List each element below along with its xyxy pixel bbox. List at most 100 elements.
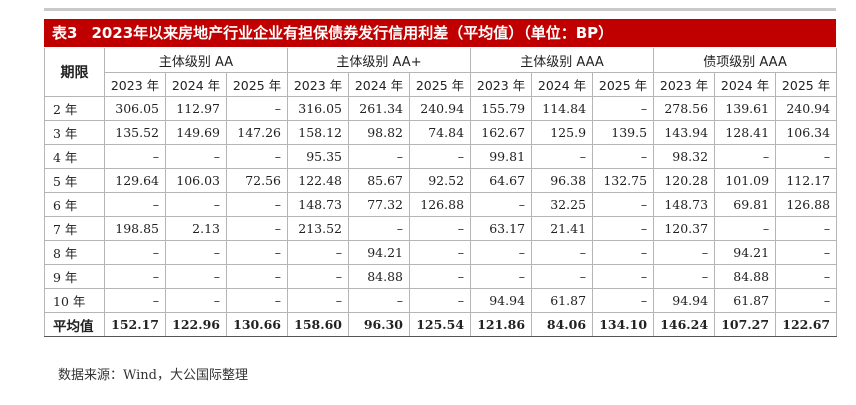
value-cell: 72.56: [226, 168, 288, 193]
average-value-cell: 122.67: [775, 312, 838, 337]
value-cell: 98.32: [653, 144, 716, 169]
value-cell: 198.85: [104, 216, 166, 241]
value-cell: –: [714, 216, 777, 241]
value-cell: –: [104, 240, 166, 265]
value-cell: 85.67: [348, 168, 410, 193]
group-header: 主体级别 AAA: [470, 48, 655, 73]
average-row: 平均值 152.17 122.96 130.66 158.60 96.30 125.54 12…: [44, 312, 838, 337]
value-cell: 240.94: [775, 96, 838, 121]
average-label: 平均值: [44, 312, 105, 337]
value-cell: 158.12: [287, 120, 349, 145]
value-cell: –: [165, 288, 227, 313]
value-cell: 106.03: [165, 168, 227, 193]
value-cell: –: [348, 288, 410, 313]
average-value-cell: 130.66: [226, 312, 288, 337]
value-cell: 112.97: [165, 96, 227, 121]
value-cell: –: [470, 264, 533, 289]
average-value-cell: 146.24: [653, 312, 716, 337]
year-header-row: 2023 年 2024 年 2025 年 2023 年 2024 年 2025 年 2023…: [45, 72, 838, 97]
value-cell: 63.17: [470, 216, 533, 241]
value-cell: 94.94: [653, 288, 716, 313]
value-cell: 120.28: [653, 168, 716, 193]
table-title: 2023年以来房地产行业企业有担保债券发行信用利差（平均值）（单位：BP）: [91, 24, 614, 42]
table-row: 6 年 – – –148.73 77.32 126.88–32.25–148.73 69.8…: [44, 192, 838, 217]
value-cell: 2.13: [165, 216, 227, 241]
value-cell: 122.48: [287, 168, 349, 193]
table-title-bar: 表3 2023年以来房地产行业企业有担保债券发行信用利差（平均值）（单位：BP）: [44, 19, 836, 47]
value-cell: 125.9: [531, 120, 594, 145]
value-cell: 278.56: [653, 96, 716, 121]
value-cell: –: [104, 264, 166, 289]
value-cell: 213.52: [287, 216, 349, 241]
value-cell: 84.88: [348, 264, 410, 289]
value-cell: –: [531, 240, 594, 265]
value-cell: –: [592, 288, 655, 313]
value-cell: 139.61: [714, 96, 777, 121]
value-cell: 77.32: [348, 192, 410, 217]
value-cell: –: [592, 192, 655, 217]
value-cell: 64.67: [470, 168, 533, 193]
value-cell: 126.88: [775, 192, 838, 217]
value-cell: 94.21: [348, 240, 410, 265]
value-cell: –: [408, 216, 472, 241]
year-header: 2025 年: [775, 72, 838, 97]
value-cell: –: [775, 264, 838, 289]
value-cell: 101.09: [714, 168, 777, 193]
value-cell: 132.75: [592, 168, 655, 193]
year-header: 2025 年: [226, 72, 288, 97]
year-header: 2024 年: [714, 72, 777, 97]
term-cell: 4 年: [44, 144, 105, 169]
value-cell: 120.37: [653, 216, 716, 241]
value-cell: 143.94: [653, 120, 716, 145]
value-cell: –: [165, 192, 227, 217]
value-cell: –: [775, 240, 838, 265]
value-cell: –: [165, 240, 227, 265]
value-cell: –: [775, 216, 838, 241]
year-header: 2024 年: [348, 72, 410, 97]
value-cell: –: [592, 96, 655, 121]
value-cell: –: [104, 288, 166, 313]
value-cell: 135.52: [104, 120, 166, 145]
value-cell: 99.81: [470, 144, 533, 169]
value-cell: –: [226, 96, 288, 121]
value-cell: –: [287, 240, 349, 265]
value-cell: –: [592, 144, 655, 169]
value-cell: –: [470, 192, 533, 217]
value-cell: 149.69: [165, 120, 227, 145]
term-cell: 6 年: [44, 192, 105, 217]
value-cell: –: [592, 264, 655, 289]
value-cell: –: [348, 216, 410, 241]
average-value-cell: 122.96: [165, 312, 227, 337]
term-cell: 3 年: [44, 120, 105, 145]
value-cell: 155.79: [470, 96, 533, 121]
source-note: 数据来源：Wind，大公国际整理: [58, 368, 248, 383]
value-cell: –: [348, 144, 410, 169]
value-cell: –: [470, 240, 533, 265]
value-cell: –: [226, 264, 288, 289]
value-cell: 61.87: [531, 288, 594, 313]
table-row: 3 年 135.52 149.69 147.26 158.12 98.82 74.84 162…: [44, 120, 838, 145]
value-cell: –: [531, 144, 594, 169]
value-cell: –: [165, 144, 227, 169]
value-cell: 95.35: [287, 144, 349, 169]
term-cell: 2 年: [44, 96, 105, 121]
value-cell: –: [165, 264, 227, 289]
value-cell: –: [653, 240, 716, 265]
value-cell: –: [226, 240, 288, 265]
value-cell: –: [592, 240, 655, 265]
value-cell: 94.21: [714, 240, 777, 265]
value-cell: –: [714, 144, 777, 169]
table-row: 7 年 198.85 2.13–213.52– –63.17 21.41–120.37–…: [44, 216, 838, 241]
value-cell: 306.05: [104, 96, 166, 121]
year-header: 2024 年: [165, 72, 227, 97]
credit-spread-table: 期限 主体级别 AA 主体级别 AA+ 主体级别 AAA 债项级别 AAA 20…: [44, 48, 838, 337]
table-body: 2 年 306.05 112.97–316.05 261.34 240.94 155.79…: [44, 96, 838, 337]
table-number: 表3: [52, 24, 78, 42]
average-value-cell: 134.10: [592, 312, 655, 337]
value-cell: 240.94: [408, 96, 472, 121]
year-header: 2025 年: [408, 72, 472, 97]
term-cell: 8 年: [44, 240, 105, 265]
group-header: 主体级别 AA+: [286, 48, 472, 73]
table-row: 4 年 – – –95.35– –99.81– –98.32– –: [44, 144, 838, 169]
term-cell: 7 年: [44, 216, 105, 241]
